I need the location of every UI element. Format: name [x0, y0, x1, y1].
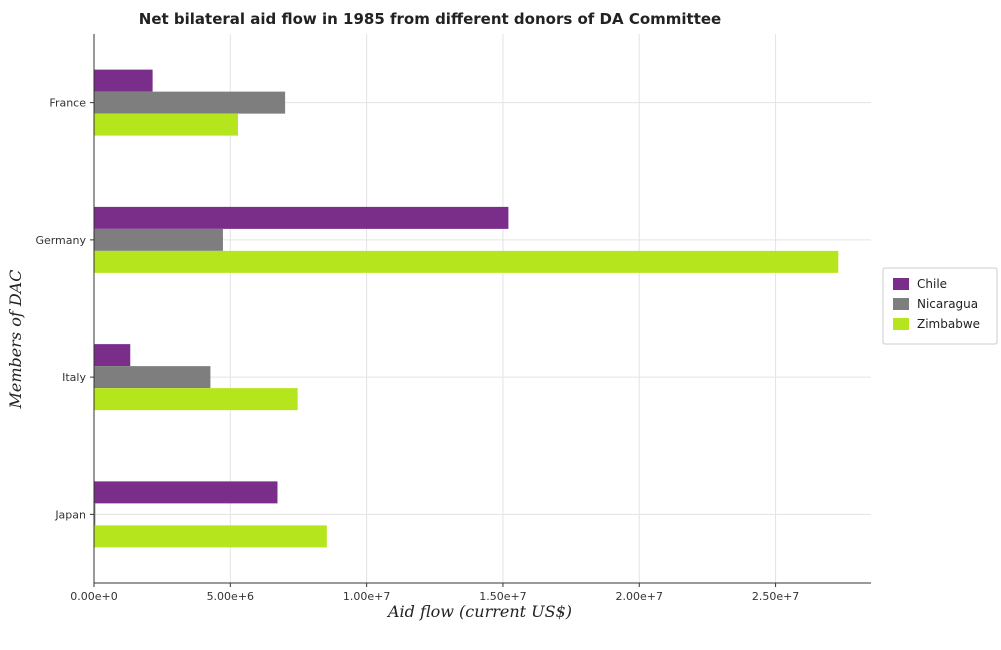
bar-zimbabwe-italy	[94, 388, 298, 411]
legend: Chile Nicaragua Zimbabwe	[882, 267, 998, 345]
legend-swatch-nicaragua	[893, 298, 909, 310]
legend-swatch-zimbabwe	[893, 318, 909, 330]
x-tick-label: 1.50e+7	[479, 590, 526, 603]
y-tick-label: Italy	[62, 371, 86, 384]
legend-box	[882, 267, 998, 345]
bar-chile-japan	[94, 481, 278, 504]
y-tick-label: Japan	[54, 508, 86, 521]
legend-label-nicaragua: Nicaragua	[917, 297, 978, 311]
y-tick-label: Germany	[35, 234, 86, 247]
legend-swatch-chile	[893, 278, 909, 290]
x-tick-label: 2.00e+7	[616, 590, 663, 603]
legend-label-zimbabwe: Zimbabwe	[917, 317, 980, 331]
bar-nicaragua-france	[94, 91, 286, 114]
bar-chile-germany	[94, 206, 509, 229]
plot-area: 0.00e+0 5.00e+6 1.00e+7 1.50e+7 2.00e+7 2.50e…	[35, 34, 871, 603]
bar-nicaragua-italy	[94, 366, 211, 389]
bar-nicaragua-germany	[94, 228, 223, 251]
y-tick-label: France	[49, 97, 86, 110]
bar-zimbabwe-japan	[94, 525, 327, 548]
bar-nicaragua-japan	[94, 503, 96, 526]
x-tick-label: 0.00e+0	[70, 590, 117, 603]
bar-zimbabwe-germany	[94, 250, 839, 273]
x-tick-label: 1.00e+7	[343, 590, 390, 603]
y-axis-label: Members of DAC	[6, 270, 25, 410]
x-tick-label: 2.50e+7	[752, 590, 799, 603]
chart-title: Net bilateral aid flow in 1985 from diff…	[139, 10, 721, 28]
x-tick-label: 5.00e+6	[207, 590, 254, 603]
bar-zimbabwe-france	[94, 113, 238, 136]
x-axis-label: Aid flow (current US$)	[386, 602, 572, 621]
bar-chile-italy	[94, 344, 131, 367]
bar-chile-france	[94, 69, 153, 92]
legend-label-chile: Chile	[917, 277, 947, 291]
